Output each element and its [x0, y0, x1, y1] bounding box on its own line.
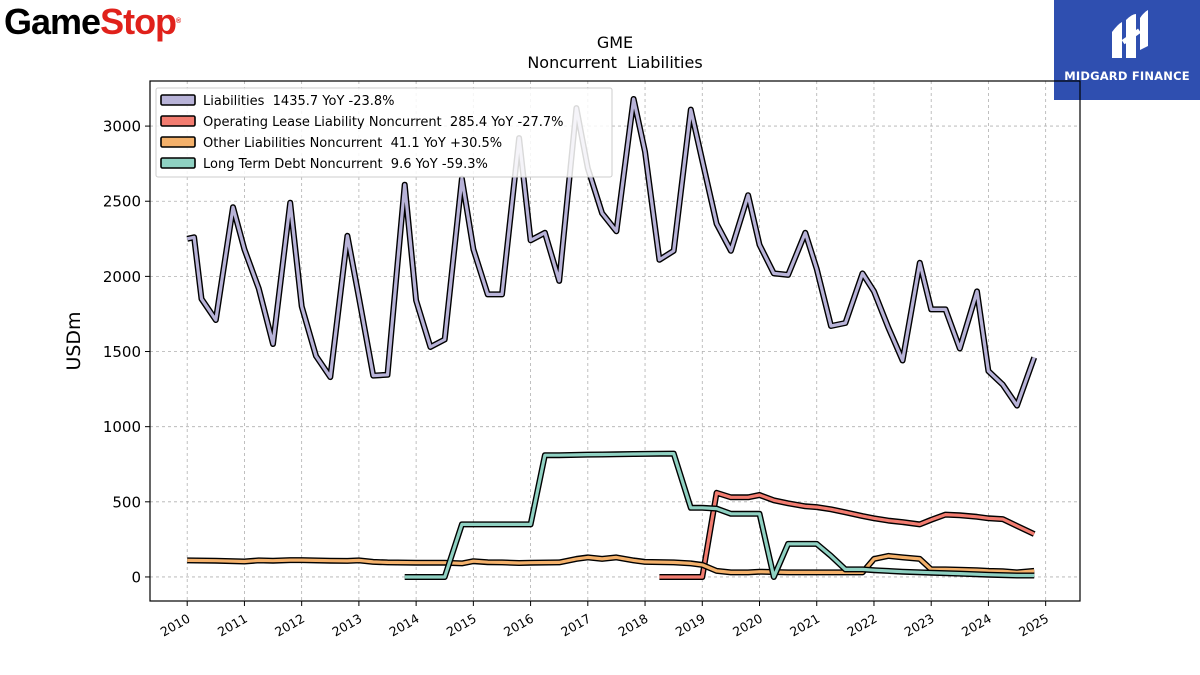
y-axis: 0 500 1000 1500 2000 2500 3000	[103, 118, 150, 586]
series-0	[186, 96, 1038, 409]
midgard-finance-logo: MIDGARD FINANCE	[1054, 0, 1200, 100]
legend-box	[155, 87, 613, 178]
x-tick-label: 2025	[1016, 611, 1051, 640]
x-tick-label: 2020	[730, 611, 765, 640]
x-axis: 2010 2011 2012 2013 2014 2015 2016 2017 2018 2019…	[158, 601, 1051, 640]
legend-swatch	[160, 94, 196, 106]
x-tick-label: 2021	[787, 611, 822, 640]
legend-label: Liabilities 1435.7 YoY -23.8%	[203, 94, 395, 109]
midgard-finance-name: MIDGARD FINANCE	[1064, 69, 1190, 83]
series-2	[187, 552, 1035, 576]
x-tick-label: 2022	[844, 611, 879, 640]
y-tick-label: 3000	[103, 118, 141, 136]
series-1	[659, 489, 1036, 580]
y-axis-label: USDm	[63, 311, 85, 370]
y-tick-label: 2000	[103, 268, 141, 286]
x-tick-label: 2018	[615, 611, 650, 640]
registered-mark: ®	[176, 18, 181, 25]
gamestop-logo: GameStop®	[4, 1, 181, 42]
x-tick-label: 2013	[329, 611, 364, 640]
series-line	[187, 554, 1035, 574]
series-3	[404, 450, 1035, 580]
x-tick-label: 2017	[558, 611, 593, 640]
x-tick-label: 2012	[272, 611, 307, 640]
x-tick-label: 2015	[444, 611, 479, 640]
legend-swatch	[160, 115, 196, 127]
series-line	[186, 97, 1036, 408]
series-layer	[186, 96, 1038, 580]
x-tick-label: 2016	[501, 611, 536, 640]
midgard-emblem-icon	[1112, 10, 1148, 58]
y-tick-label: 1500	[103, 343, 141, 361]
chart-subtitle: Noncurrent Liabilities	[527, 53, 702, 72]
y-tick-label: 2500	[103, 193, 141, 211]
plot-frame	[149, 80, 1081, 602]
x-tick-label: 2023	[902, 611, 937, 640]
y-tick-label: 500	[112, 493, 141, 511]
series-line	[404, 452, 1035, 579]
legend-label: Long Term Debt Noncurrent 9.6 YoY -59.3%	[203, 157, 488, 172]
x-tick-label: 2019	[673, 611, 708, 640]
series-line	[659, 491, 1035, 579]
x-tick-label: 2024	[959, 611, 994, 640]
legend-swatch	[160, 136, 196, 148]
legend-swatch	[160, 157, 196, 169]
gamestop-logo-game: Game	[4, 1, 101, 42]
x-tick-label: 2014	[387, 611, 422, 640]
legend-label: Other Liabilities Noncurrent 41.1 YoY +3…	[203, 136, 502, 151]
legend: Liabilities 1435.7 YoY -23.8% Operating L…	[155, 87, 613, 178]
y-tick-label: 0	[131, 568, 141, 586]
gamestop-logo-stop: Stop	[100, 1, 177, 42]
x-tick-label: 2010	[158, 611, 193, 640]
chart-title: GME	[597, 33, 633, 52]
x-tick-label: 2011	[215, 611, 250, 640]
y-tick-label: 1000	[103, 418, 141, 436]
legend-label: Operating Lease Liability Noncurrent 285…	[203, 115, 564, 130]
